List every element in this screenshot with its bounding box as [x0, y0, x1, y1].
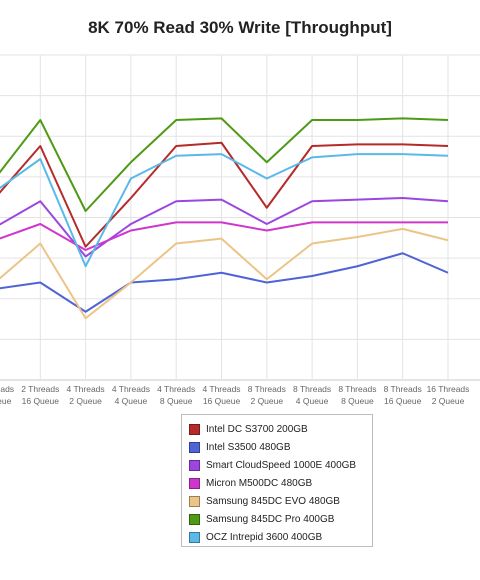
legend-label: Intel DC S3700 200GB [206, 423, 308, 435]
legend-label: OCZ Intrepid 3600 400GB [206, 531, 323, 543]
x-tick-label: 8 Queue [160, 396, 193, 406]
chart-title: 8K 70% Read 30% Write [Throughput] [88, 18, 392, 37]
legend-item: Intel S3500 480GB [189, 438, 372, 456]
legend-swatch [189, 459, 200, 471]
legend: Intel DC S3700 200GB Intel S3500 480GB Sma… [181, 414, 373, 547]
legend-swatch [189, 495, 200, 507]
legend-label: Micron M500DC 480GB [206, 477, 313, 489]
series-layer [0, 117, 449, 320]
x-tick-label: 4 Threads [112, 384, 150, 394]
x-tick-label: 2 Queue [0, 396, 12, 406]
legend-item: Micron M500DC 480GB [189, 474, 372, 492]
legend-label: Samsung 845DC Pro 400GB [206, 513, 335, 525]
x-tick-label: 16 Queue [203, 396, 241, 406]
legend-label: Smart CloudSpeed 1000E 400GB [206, 459, 357, 471]
x-tick-labels: 1 Threads 2 Queue 2 Threads 16 Queue 4 Threa… [0, 384, 469, 406]
legend-item: Smart CloudSpeed 1000E 400GB [189, 456, 372, 474]
x-tick-label: 16 Queue [22, 396, 60, 406]
legend-item: Samsung 845DC EVO 480GB [189, 492, 372, 510]
x-tick-label: 4 Threads [157, 384, 195, 394]
series-line-5 [0, 117, 449, 212]
legend-label: Intel S3500 480GB [206, 441, 291, 453]
x-tick-label: 2 Queue [432, 396, 465, 406]
legend-label: Samsung 845DC EVO 480GB [206, 495, 340, 507]
legend-item: OCZ Intrepid 3600 400GB [189, 528, 372, 546]
series-line-2 [0, 197, 449, 258]
legend-item: Samsung 845DC Pro 400GB [189, 510, 372, 528]
x-tick-label: 1 Threads [0, 384, 14, 394]
x-tick-label: 8 Threads [384, 384, 422, 394]
x-tick-label: 8 Queue [341, 396, 374, 406]
x-tick-label: 16 Threads [427, 384, 470, 394]
grid [0, 54, 480, 381]
x-tick-label: 4 Threads [67, 384, 105, 394]
legend-swatch [189, 477, 200, 489]
series-line-6 [0, 153, 449, 268]
x-tick-label: 8 Threads [248, 384, 286, 394]
legend-item: Intel DC S3700 200GB [189, 420, 372, 438]
series-line-1 [0, 252, 449, 313]
x-tick-label: 4 Threads [202, 384, 240, 394]
x-tick-label: 16 Queue [384, 396, 422, 406]
x-tick-label: 8 Threads [338, 384, 376, 394]
x-tick-label: 2 Queue [250, 396, 283, 406]
series-line-3 [0, 221, 448, 251]
x-tick-label: 4 Queue [115, 396, 148, 406]
series-line-0 [0, 141, 449, 248]
x-tick-label: 2 Threads [21, 384, 59, 394]
legend-swatch [189, 531, 200, 543]
x-tick-label: 8 Threads [293, 384, 331, 394]
legend-swatch [189, 513, 200, 525]
series-line-4 [0, 227, 449, 320]
x-tick-label: 4 Queue [296, 396, 329, 406]
legend-swatch [189, 423, 200, 435]
legend-swatch [189, 441, 200, 453]
x-tick-label: 2 Queue [69, 396, 102, 406]
